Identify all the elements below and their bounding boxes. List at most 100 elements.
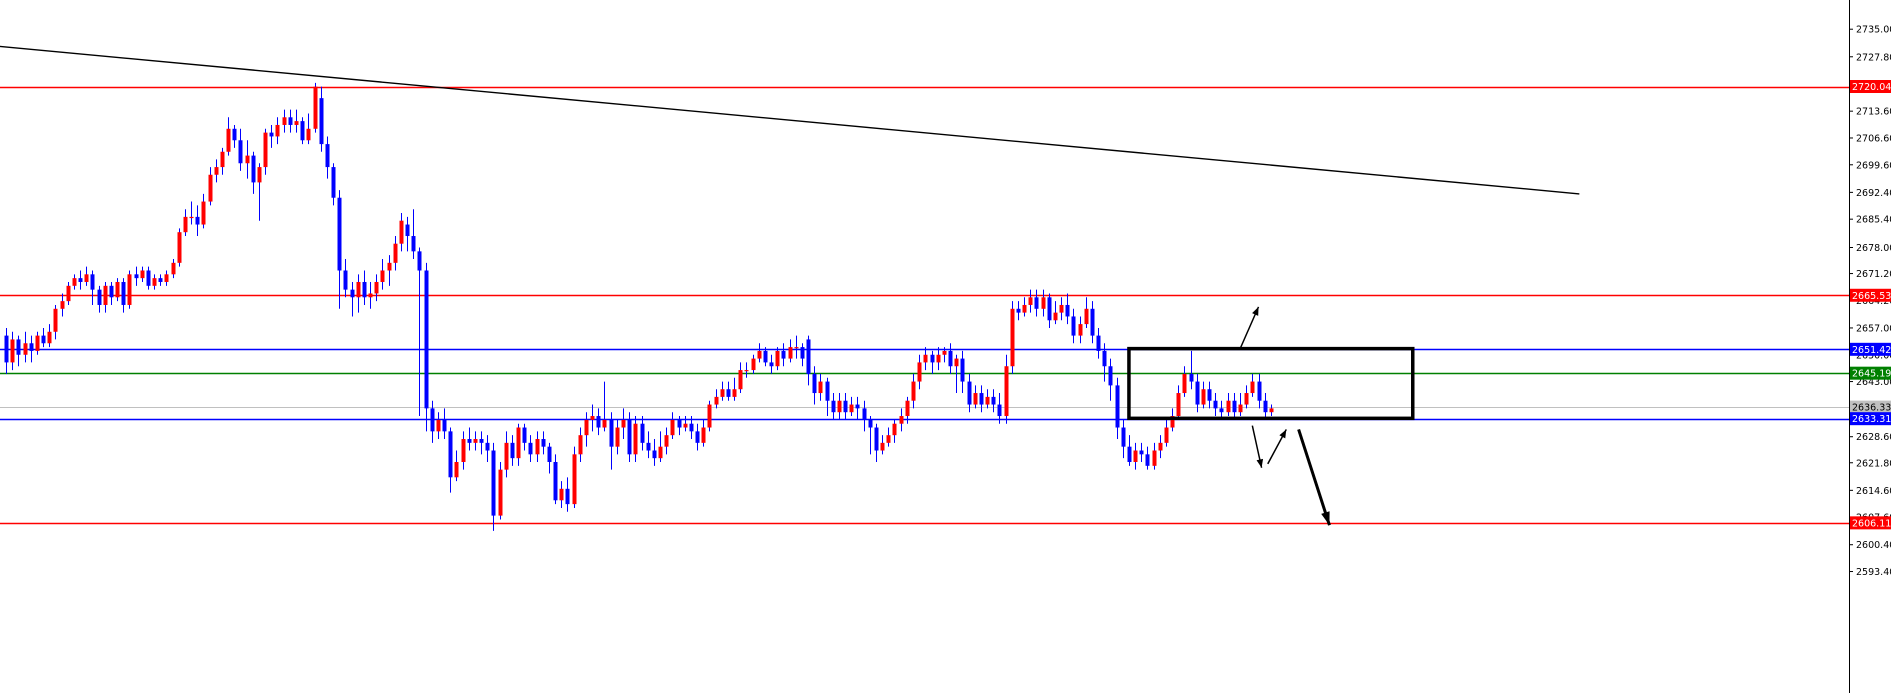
candle	[868, 416, 873, 455]
candle	[399, 213, 404, 252]
candle-body	[164, 274, 169, 282]
candle-body	[10, 339, 15, 363]
y-tick-label: 2621.80	[1856, 458, 1891, 469]
candle	[10, 331, 15, 371]
consolidation-box	[1127, 346, 1415, 421]
candle-body	[343, 270, 348, 290]
candle	[559, 481, 564, 508]
candle-body	[751, 358, 756, 371]
candle	[121, 278, 126, 313]
candle	[1232, 393, 1237, 420]
candle-body	[368, 293, 373, 298]
candle	[201, 193, 206, 229]
candle-body	[689, 423, 694, 432]
candle	[751, 354, 756, 374]
candle	[658, 431, 663, 462]
candle-body	[1053, 312, 1058, 321]
candle-body	[461, 439, 466, 462]
candle-body	[1207, 389, 1212, 401]
candle	[633, 416, 638, 462]
candle-body	[97, 289, 102, 305]
candle	[535, 431, 540, 462]
arrow-head	[1256, 458, 1264, 468]
candle-body	[306, 128, 311, 141]
candle-body	[510, 442, 515, 459]
candle-body	[399, 220, 404, 244]
candle-body	[1047, 297, 1052, 321]
candle	[1213, 393, 1218, 417]
y-tick-label: 2713.60	[1856, 107, 1891, 118]
candle-body	[436, 419, 441, 432]
candle	[1145, 446, 1150, 470]
candle	[103, 281, 108, 313]
candle	[380, 259, 385, 290]
candle	[960, 350, 965, 394]
candle-body	[1084, 308, 1089, 325]
candle-body	[103, 285, 108, 305]
candle	[1047, 293, 1052, 328]
candle	[522, 423, 527, 451]
candle	[226, 117, 231, 156]
candle	[140, 266, 145, 282]
candle	[232, 124, 237, 148]
candle-body	[806, 339, 811, 374]
candle-body	[825, 381, 830, 401]
candle-body	[171, 262, 176, 275]
candle	[417, 247, 422, 417]
candle-body	[615, 427, 620, 447]
candle	[1207, 381, 1212, 409]
candle	[313, 82, 318, 133]
candle	[41, 327, 46, 348]
candle-body	[701, 427, 706, 443]
price-tag: 2720.04	[1850, 80, 1891, 93]
candle-body	[590, 416, 595, 420]
range-box-layer	[1127, 346, 1415, 421]
candle-body	[794, 347, 799, 349]
candle-body	[960, 358, 965, 382]
candle	[473, 431, 478, 451]
price-tag-label: 2720.04	[1852, 82, 1891, 93]
candle	[615, 419, 620, 455]
candle-body	[251, 155, 256, 183]
candle	[862, 400, 867, 432]
candle	[967, 373, 972, 413]
candle-body	[238, 140, 243, 164]
candle	[818, 373, 823, 401]
candle-body	[41, 335, 46, 344]
candle-body	[726, 389, 731, 397]
candle	[899, 408, 904, 432]
candle	[1108, 358, 1113, 401]
candle	[282, 109, 287, 133]
candle	[263, 128, 268, 175]
candle-body	[288, 117, 293, 125]
candle	[701, 419, 706, 447]
candle	[1016, 301, 1021, 321]
candle-body	[1139, 450, 1144, 455]
candle-body	[1238, 404, 1243, 413]
candle	[757, 343, 762, 363]
candle-body	[411, 236, 416, 252]
candle	[892, 419, 897, 443]
candle	[257, 163, 262, 221]
candle-body	[214, 167, 219, 175]
candle	[479, 431, 484, 455]
candle	[806, 335, 811, 386]
candle-body	[967, 381, 972, 405]
candle-body	[387, 262, 392, 271]
candle	[109, 281, 114, 305]
candle	[670, 412, 675, 440]
candle	[90, 270, 95, 305]
candle	[997, 393, 1002, 424]
candle-body	[621, 419, 626, 428]
candle	[1201, 381, 1206, 409]
candle-body	[652, 450, 657, 459]
candle-body	[257, 167, 262, 183]
candle	[387, 255, 392, 286]
candle-body	[899, 416, 904, 424]
candle-body	[812, 373, 817, 394]
candle	[855, 396, 860, 420]
candle-body	[744, 370, 749, 372]
candle	[936, 347, 941, 371]
candle-body	[930, 354, 935, 363]
